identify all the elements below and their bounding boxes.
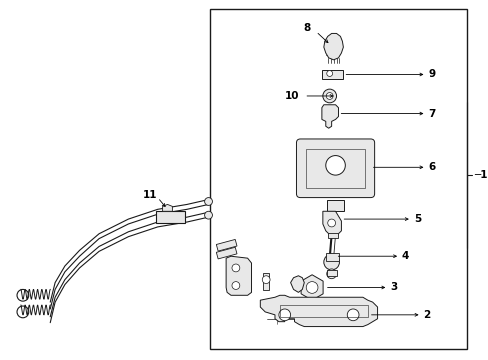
Bar [305, 149, 364, 188]
Polygon shape [323, 33, 343, 60]
Polygon shape [290, 276, 304, 292]
Polygon shape [260, 295, 377, 327]
Circle shape [327, 219, 335, 227]
Circle shape [231, 264, 239, 272]
Bar [263, 273, 268, 291]
Circle shape [231, 282, 239, 289]
Circle shape [322, 89, 336, 103]
Circle shape [325, 93, 332, 99]
Polygon shape [163, 204, 172, 211]
Circle shape [204, 211, 212, 219]
Text: 10: 10 [285, 91, 299, 101]
Circle shape [326, 269, 336, 279]
Text: 5: 5 [413, 214, 420, 224]
Circle shape [323, 254, 339, 270]
Polygon shape [301, 275, 323, 300]
Text: ─1: ─1 [473, 170, 487, 180]
Circle shape [346, 309, 358, 321]
FancyBboxPatch shape [296, 139, 374, 198]
Bar [156, 211, 184, 223]
Text: 6: 6 [427, 162, 435, 172]
Bar [209, 9, 467, 349]
Text: 2: 2 [423, 310, 430, 320]
Circle shape [204, 198, 212, 206]
Bar [326, 199, 344, 211]
Circle shape [325, 156, 345, 175]
Polygon shape [225, 256, 251, 295]
Bar [325, 253, 339, 261]
Bar [279, 305, 367, 317]
Bar [216, 247, 237, 259]
Polygon shape [321, 105, 338, 128]
Circle shape [326, 71, 332, 76]
Bar [216, 239, 237, 251]
Text: 8: 8 [302, 23, 309, 32]
Text: 9: 9 [427, 69, 435, 80]
Text: 4: 4 [401, 251, 408, 261]
Circle shape [278, 309, 290, 321]
Text: 7: 7 [427, 109, 435, 118]
Bar [327, 233, 337, 238]
Bar [321, 69, 343, 79]
Text: 11: 11 [142, 190, 157, 200]
Polygon shape [322, 211, 341, 235]
Circle shape [262, 276, 269, 284]
Text: 3: 3 [389, 283, 397, 292]
Bar [326, 270, 336, 276]
Circle shape [305, 282, 317, 293]
